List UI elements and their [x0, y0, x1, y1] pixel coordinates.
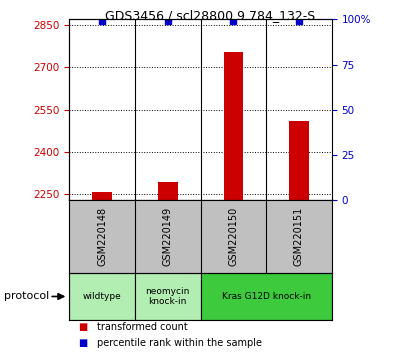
- Bar: [223, 52, 243, 200]
- Text: GSM220149: GSM220149: [163, 207, 173, 266]
- Text: GSM220148: GSM220148: [97, 207, 107, 266]
- Bar: [201, 273, 332, 320]
- Text: neomycin
knock-in: neomycin knock-in: [146, 287, 190, 306]
- Bar: [158, 182, 178, 200]
- Text: percentile rank within the sample: percentile rank within the sample: [97, 338, 262, 348]
- Text: Kras G12D knock-in: Kras G12D knock-in: [222, 292, 311, 301]
- Bar: [135, 273, 201, 320]
- Text: GDS3456 / scl28800.9.784_132-S: GDS3456 / scl28800.9.784_132-S: [105, 9, 315, 22]
- Bar: [69, 273, 135, 320]
- Text: ■: ■: [78, 322, 87, 332]
- Text: transformed count: transformed count: [97, 322, 187, 332]
- Text: ■: ■: [78, 338, 87, 348]
- Bar: [92, 192, 112, 200]
- Bar: [289, 121, 309, 200]
- Text: GSM220151: GSM220151: [294, 207, 304, 266]
- Text: wildtype: wildtype: [83, 292, 121, 301]
- Text: protocol: protocol: [4, 291, 50, 302]
- Text: GSM220150: GSM220150: [228, 207, 239, 266]
